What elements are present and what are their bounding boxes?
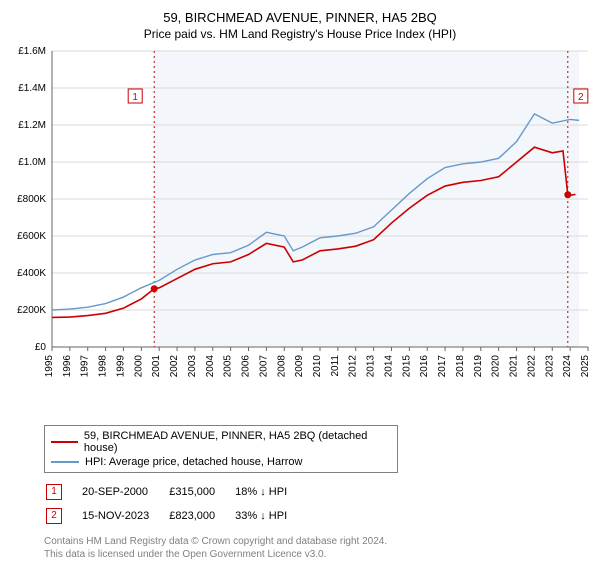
- line-chart: £0 £200K £400K £600K £800K £1.0M £1.2M £1.4M £1.…: [8, 47, 592, 417]
- svg-text:1999: 1999: [115, 355, 126, 378]
- svg-text:£600K: £600K: [17, 231, 46, 242]
- svg-text:2009: 2009: [294, 355, 305, 378]
- svg-text:2012: 2012: [348, 355, 359, 378]
- svg-text:1995: 1995: [44, 355, 55, 378]
- svg-text:2010: 2010: [312, 355, 323, 378]
- chart-subtitle: Price paid vs. HM Land Registry's House …: [8, 27, 592, 41]
- marker-delta: 18% ↓ HPI: [235, 481, 305, 503]
- svg-text:2014: 2014: [383, 355, 394, 378]
- svg-text:£1.4M: £1.4M: [18, 83, 46, 94]
- legend-item: HPI: Average price, detached house, Harr…: [51, 455, 391, 469]
- marker-table: 1 20-SEP-2000£315,00018% ↓ HPI 2 15-NOV-202…: [44, 479, 307, 529]
- svg-text:2022: 2022: [526, 355, 537, 378]
- svg-text:£1.6M: £1.6M: [18, 47, 46, 57]
- svg-text:2005: 2005: [223, 355, 234, 378]
- svg-text:2021: 2021: [509, 355, 520, 378]
- svg-text:£0: £0: [35, 342, 47, 353]
- footnote: Contains HM Land Registry data © Crown c…: [44, 535, 592, 561]
- svg-text:2018: 2018: [455, 355, 466, 378]
- marker-price: £315,000: [169, 481, 233, 503]
- svg-text:1997: 1997: [80, 355, 91, 378]
- svg-text:2013: 2013: [366, 355, 377, 378]
- svg-text:2004: 2004: [205, 355, 216, 378]
- svg-text:£800K: £800K: [17, 194, 46, 205]
- svg-text:2001: 2001: [151, 355, 162, 378]
- svg-text:2015: 2015: [401, 355, 412, 378]
- svg-text:£200K: £200K: [17, 305, 46, 316]
- marker-badge: 1: [46, 484, 62, 500]
- chart-title: 59, BIRCHMEAD AVENUE, PINNER, HA5 2BQ: [8, 10, 592, 25]
- svg-text:1996: 1996: [62, 355, 73, 378]
- marker-price: £823,000: [169, 505, 233, 527]
- marker-row: 1 20-SEP-2000£315,00018% ↓ HPI: [46, 481, 305, 503]
- svg-text:1998: 1998: [98, 355, 109, 378]
- footnote-line: This data is licensed under the Open Gov…: [44, 548, 592, 561]
- marker-date: 15-NOV-2023: [82, 505, 167, 527]
- legend: 59, BIRCHMEAD AVENUE, PINNER, HA5 2BQ (d…: [44, 425, 398, 473]
- svg-text:2002: 2002: [169, 355, 180, 378]
- svg-text:2007: 2007: [258, 355, 269, 378]
- svg-text:2023: 2023: [544, 355, 555, 378]
- svg-text:2008: 2008: [276, 355, 287, 378]
- svg-text:£400K: £400K: [17, 268, 46, 279]
- svg-text:1: 1: [132, 92, 138, 103]
- legend-swatch: [51, 461, 79, 463]
- svg-text:2000: 2000: [133, 355, 144, 378]
- svg-text:2024: 2024: [562, 355, 573, 378]
- marker-date: 20-SEP-2000: [82, 481, 167, 503]
- marker-delta: 33% ↓ HPI: [235, 505, 305, 527]
- svg-text:2006: 2006: [241, 355, 252, 378]
- marker-row: 2 15-NOV-2023£823,00033% ↓ HPI: [46, 505, 305, 527]
- svg-text:2017: 2017: [437, 355, 448, 378]
- marker-badge: 2: [46, 508, 62, 524]
- svg-text:2019: 2019: [473, 355, 484, 378]
- legend-item: 59, BIRCHMEAD AVENUE, PINNER, HA5 2BQ (d…: [51, 429, 391, 455]
- svg-text:2011: 2011: [330, 355, 341, 377]
- footnote-line: Contains HM Land Registry data © Crown c…: [44, 535, 592, 548]
- legend-swatch: [51, 441, 78, 443]
- svg-text:2025: 2025: [580, 355, 591, 378]
- svg-text:£1.0M: £1.0M: [18, 157, 46, 168]
- svg-text:2016: 2016: [419, 355, 430, 378]
- svg-text:2: 2: [578, 92, 584, 103]
- legend-label: HPI: Average price, detached house, Harr…: [85, 456, 302, 468]
- chart-area: £0 £200K £400K £600K £800K £1.0M £1.2M £1.4M £1.…: [8, 47, 592, 417]
- svg-text:£1.2M: £1.2M: [18, 120, 46, 131]
- svg-text:2003: 2003: [187, 355, 198, 378]
- legend-label: 59, BIRCHMEAD AVENUE, PINNER, HA5 2BQ (d…: [84, 430, 391, 454]
- svg-text:2020: 2020: [491, 355, 502, 378]
